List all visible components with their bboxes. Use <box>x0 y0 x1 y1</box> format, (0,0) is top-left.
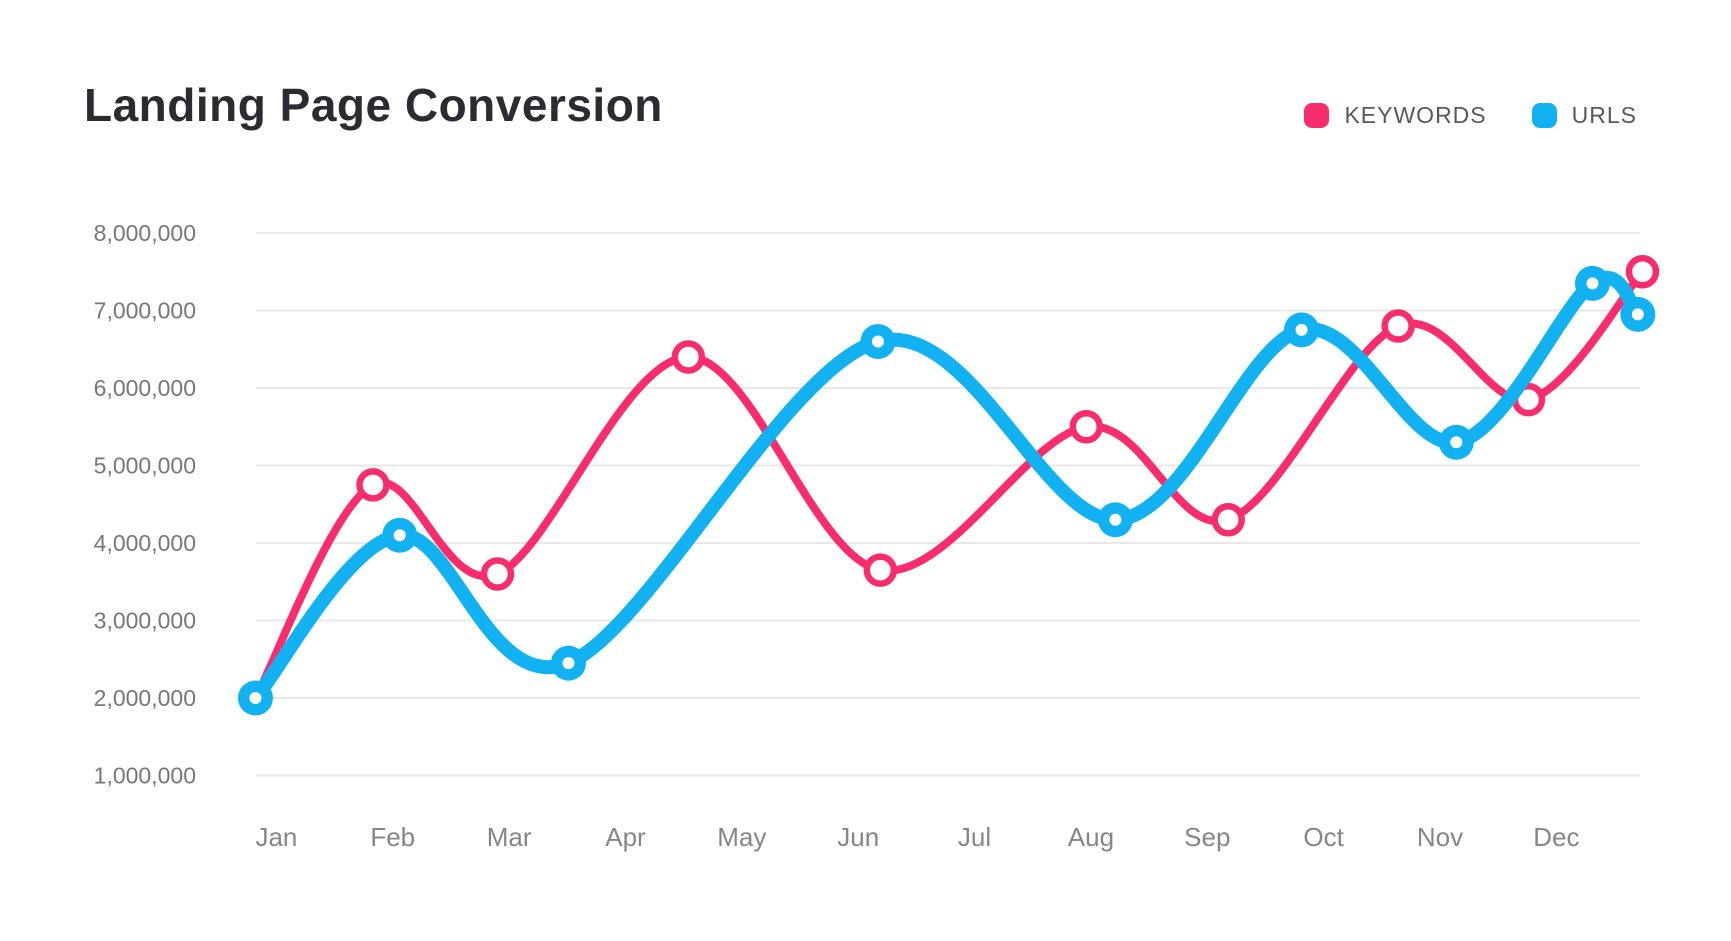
legend: KEYWORDS URLS <box>1304 102 1637 129</box>
x-tick-label: Jun <box>837 822 879 852</box>
urls-point-center <box>1450 436 1463 449</box>
keywords-point[interactable] <box>356 468 390 502</box>
keywords-swatch-icon <box>1304 103 1330 128</box>
keywords-point[interactable] <box>1211 503 1245 537</box>
legend-item-urls[interactable]: URLS <box>1531 102 1637 129</box>
keywords-point[interactable] <box>1625 255 1660 289</box>
x-tick-label: Feb <box>370 822 415 852</box>
urls-point-center <box>249 692 262 704</box>
urls-point-center <box>562 657 575 670</box>
urls-point-center <box>1109 513 1122 526</box>
legend-item-keywords[interactable]: KEYWORDS <box>1304 102 1486 129</box>
keywords-point[interactable] <box>1069 410 1104 444</box>
urls-point-center <box>1631 308 1644 321</box>
y-tick-label: 8,000,000 <box>94 220 196 246</box>
y-tick-label: 3,000,000 <box>94 608 196 634</box>
chart-title: Landing Page Conversion <box>84 79 663 131</box>
y-tick-label: 1,000,000 <box>94 763 196 789</box>
x-tick-label: Nov <box>1417 822 1463 852</box>
urls-point-center <box>871 335 884 348</box>
urls-point-center <box>1295 323 1308 336</box>
x-tick-label: Jan <box>255 822 297 852</box>
y-tick-label: 5,000,000 <box>94 453 196 479</box>
keywords-point[interactable] <box>480 557 515 591</box>
x-tick-label: Jul <box>958 822 991 852</box>
x-tick-label: May <box>717 822 766 852</box>
legend-label-keywords: KEYWORDS <box>1344 102 1487 128</box>
urls-line <box>248 271 1645 705</box>
keywords-point[interactable] <box>863 553 898 587</box>
x-tick-label: Sep <box>1184 822 1230 852</box>
legend-label-urls: URLS <box>1571 102 1637 128</box>
x-tick-label: Oct <box>1303 822 1344 852</box>
urls-swatch-icon <box>1531 103 1557 128</box>
urls-point-center <box>393 529 406 542</box>
x-tick-label: Mar <box>487 822 532 852</box>
x-tick-label: Aug <box>1068 822 1114 852</box>
keywords-point[interactable] <box>1381 309 1415 343</box>
y-tick-label: 7,000,000 <box>94 298 196 324</box>
keywords-point[interactable] <box>671 340 706 374</box>
x-tick-label: Apr <box>605 822 646 852</box>
urls-point-center <box>1586 277 1599 290</box>
x-tick-label: Dec <box>1533 822 1579 852</box>
y-tick-label: 6,000,000 <box>94 375 196 401</box>
keywords-line <box>251 267 1647 702</box>
y-tick-label: 4,000,000 <box>94 530 196 556</box>
y-tick-label: 2,000,000 <box>94 685 196 711</box>
